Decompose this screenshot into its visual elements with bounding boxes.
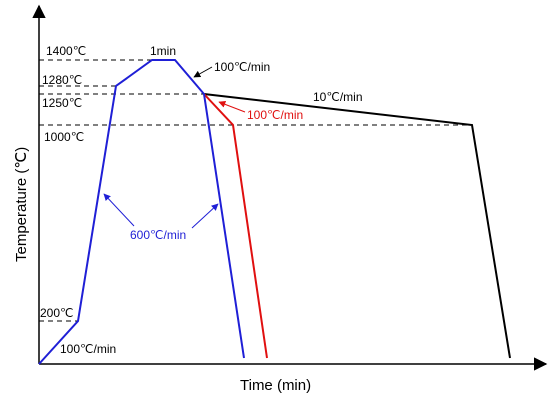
x-axis-label: Time (min) [240, 377, 311, 394]
rate-arrow-600-left [103, 193, 135, 227]
level-label-1000: 1000℃ [44, 130, 84, 144]
hold-time-label: 1min [150, 44, 176, 58]
rate-arrow-600-right [191, 203, 219, 229]
rate-label-100-black: 100℃/min [214, 60, 270, 74]
rate-label-600: 600℃/min [130, 228, 186, 242]
blue-curve [38, 59, 245, 365]
level-label-1250: 1250℃ [42, 96, 82, 110]
rate-arrow-red [218, 100, 246, 113]
level-label-1400: 1400℃ [46, 44, 86, 58]
rate-label-10: 10℃/min [313, 90, 363, 104]
level-label-200: 200℃ [40, 306, 74, 320]
level-label-1280: 1280℃ [42, 73, 82, 87]
black-curve [203, 93, 511, 359]
rate-arrow-black [193, 66, 213, 78]
y-axis-label: Temperature (℃) [13, 147, 30, 262]
rate-label-100-start: 100℃/min [60, 342, 116, 356]
red-curve [203, 93, 268, 359]
rate-label-100-red: 100℃/min [247, 108, 303, 122]
